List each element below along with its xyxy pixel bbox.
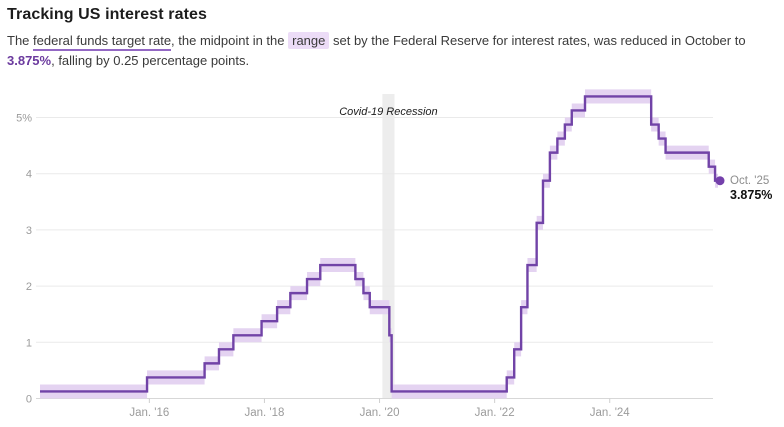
- recession-label: Covid-19 Recession: [339, 106, 437, 118]
- y-tick-label-4: 4: [26, 169, 32, 181]
- rate-range-band: [40, 89, 718, 399]
- page-title: Tracking US interest rates: [7, 6, 208, 23]
- y-tick-label-5: 5%: [16, 113, 32, 125]
- y-tick-label-0: 0: [26, 394, 32, 406]
- subtitle-rate-value: 3.875%: [7, 53, 52, 68]
- rate-chart: Covid-19 Recession 0 1 2 3 4 5% Jan. '16 Jan. '1…: [16, 89, 772, 419]
- subtitle-underlined-term: federal funds target rate: [33, 33, 172, 51]
- y-tick-label-1: 1: [26, 337, 32, 349]
- y-tick-label-3: 3: [26, 225, 32, 237]
- y-tick-label-2: 2: [26, 281, 32, 293]
- subtitle-highlighted-term: range: [288, 32, 330, 49]
- latest-point-date-label: Oct. '25: [730, 175, 769, 187]
- recession-band: [382, 94, 395, 399]
- rate-step-line: [40, 95, 719, 393]
- x-tick-label-2020: Jan. '20: [360, 407, 400, 419]
- latest-point-dot: [715, 176, 725, 186]
- subtitle-text-4: , falling by 0.25 percentage points.: [51, 53, 250, 68]
- subtitle-text-2: , the midpoint in the: [171, 33, 289, 48]
- subtitle-text-3: set by the Federal Reserve for interest …: [329, 33, 746, 48]
- x-tick-label-2016: Jan. '16: [129, 407, 169, 419]
- subtitle-text-1: The: [7, 33, 34, 48]
- latest-point-value-label: 3.875%: [730, 188, 772, 202]
- x-tick-label-2024: Jan. '24: [590, 407, 631, 419]
- x-tick-label-2018: Jan. '18: [244, 407, 284, 419]
- chart-header: Tracking US interest rates The federal f…: [7, 6, 774, 71]
- chart-subtitle: The federal funds target rate, the midpo…: [7, 31, 774, 71]
- x-tick-label-2022: Jan. '22: [475, 407, 515, 419]
